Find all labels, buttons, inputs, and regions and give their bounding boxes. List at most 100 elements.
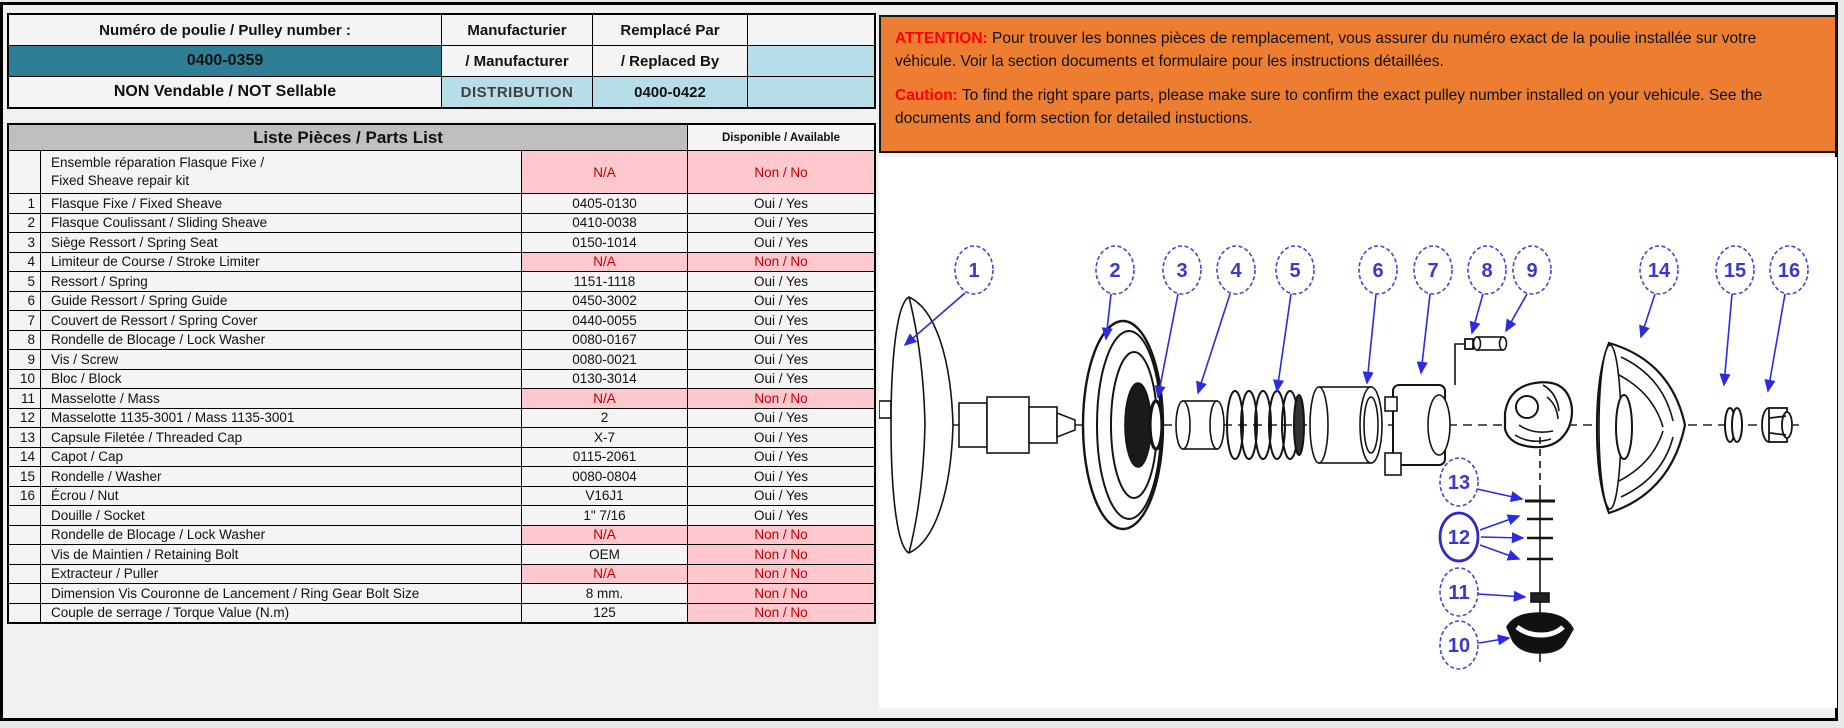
callout-number: 13 — [1448, 472, 1470, 494]
callout-circle — [1358, 245, 1398, 295]
callout-circle — [1439, 567, 1479, 617]
callout-leader-line — [1479, 544, 1521, 561]
table-row: 12 Masselotte 1135-3001 / Mass 1135-3001 2… — [9, 408, 874, 427]
part-number-cell: OEM — [522, 545, 687, 564]
part-number-cell: 0080-0167 — [522, 330, 687, 349]
parts-rows: Ensemble réparation Flasque Fixe / Fixed … — [9, 151, 874, 622]
part-cap — [1595, 341, 1687, 515]
callout-7: 7 — [1413, 245, 1453, 375]
callout-leader-line — [903, 292, 966, 347]
description-cell: Bloc / Block — [41, 369, 521, 388]
callout-leader-line — [1362, 293, 1377, 385]
part-number-cell: 0150-1014 — [522, 233, 687, 252]
callout-leader-line — [1478, 634, 1511, 646]
availability-cell: Oui / Yes — [688, 272, 874, 291]
row-number-cell: 9 — [9, 350, 40, 369]
callout-circle — [1439, 620, 1479, 670]
row-number-cell: 13 — [9, 428, 40, 447]
callout-circle — [1439, 457, 1479, 507]
manufacturer-value: DISTRIBUTION — [442, 77, 592, 107]
callout-15: 15 — [1715, 245, 1755, 387]
callout-circle — [1413, 245, 1453, 295]
part-number-cell: N/A — [522, 151, 687, 193]
caution-label-en: Caution: — [895, 87, 958, 104]
exploded-view-diagram: 1 2 3 4 5 6 7 8 9 14 15 16 13 12 11 10 — [878, 157, 1837, 708]
part-number-cell: N/A — [522, 389, 687, 408]
part-number-cell: 1151-1118 — [522, 272, 687, 291]
manufacturer-label-line1: Manufacturier — [442, 15, 592, 45]
availability-cell: Oui / Yes — [688, 311, 874, 330]
callout-leader-line — [1764, 293, 1786, 393]
availability-cell: Non / No — [688, 252, 874, 271]
row-number-cell: 2 — [9, 213, 40, 232]
availability-cell: Oui / Yes — [688, 506, 874, 525]
part-spring-guide — [1293, 394, 1305, 456]
row-number-cell: 6 — [9, 291, 40, 310]
part-washer — [1724, 407, 1743, 443]
table-row: Rondelle de Blocage / Lock Washer N/A Non … — [9, 525, 874, 544]
callout-leader-line — [1477, 590, 1527, 602]
callout-10: 10 — [1439, 620, 1511, 670]
part-number-cell: 0450-3002 — [522, 291, 687, 310]
table-row: 16 Écrou / Nut V16J1 Oui / Yes — [9, 486, 874, 505]
callout-number: 3 — [1176, 260, 1187, 282]
table-row: 14 Capot / Cap 0115-2061 Oui / Yes — [9, 447, 874, 466]
part-pin-and-screw — [1454, 336, 1508, 385]
table-row: 3 Siège Ressort / Spring Seat 0150-1014 Oui… — [9, 233, 874, 252]
callout-number: 4 — [1230, 260, 1242, 282]
part-number-cell: X-7 — [522, 428, 687, 447]
table-row: 13 Capsule Filetée / Threaded Cap X-7 Oui /… — [9, 428, 874, 447]
part-number-cell: 0115-2061 — [522, 447, 687, 466]
callout-leader-line — [1505, 293, 1528, 333]
description-cell: Masselotte / Mass — [41, 389, 521, 408]
row-number-cell: 10 — [9, 369, 40, 388]
callout-leader-line — [1273, 293, 1292, 393]
part-number-cell: N/A — [522, 525, 687, 544]
part-ring — [1148, 399, 1164, 451]
callout-leader-line — [1154, 293, 1179, 399]
header-spacer-cell-3 — [748, 77, 874, 107]
row-number-cell — [9, 545, 40, 564]
callout-number: 11 — [1448, 582, 1469, 604]
availability-cell: Oui / Yes — [688, 408, 874, 427]
callout-number: 2 — [1109, 260, 1120, 282]
description-cell: Vis de Maintien / Retaining Bolt — [41, 545, 521, 564]
pulley-header-table: Numéro de poulie / Pulley number : Manuf… — [7, 13, 876, 109]
part-fixed-sheave — [878, 296, 954, 554]
callout-circle — [1275, 245, 1315, 295]
part-shaft — [958, 396, 1076, 454]
table-row: 2 Flasque Coulissant / Sliding Sheave 0410… — [9, 213, 874, 232]
availability-cell: Oui / Yes — [688, 330, 874, 349]
availability-cell: Oui / Yes — [688, 291, 874, 310]
description-cell: Vis / Screw — [41, 350, 521, 369]
table-row: 11 Masselotte / Mass N/A Non / No — [9, 389, 874, 408]
callout-leader-line — [1480, 532, 1525, 544]
availability-cell: Oui / Yes — [688, 447, 874, 466]
sellable-status: NON Vendable / NOT Sellable — [9, 77, 441, 107]
manufacturer-label-line2: / Manufacturer — [442, 46, 592, 76]
table-row: Extracteur / Puller N/A Non / No — [9, 564, 874, 583]
part-number-cell: N/A — [522, 252, 687, 271]
row-number-cell: 15 — [9, 467, 40, 486]
availability-cell: Non / No — [688, 389, 874, 408]
attention-label-fr: ATTENTION: — [895, 30, 988, 47]
part-nut — [1761, 407, 1793, 443]
callout-circle — [1216, 245, 1256, 295]
table-row: Douille / Socket 1" 7/16 Oui / Yes — [9, 506, 874, 525]
table-row: 8 Rondelle de Blocage / Lock Washer 0080-0… — [9, 330, 874, 349]
part-number-cell: 0410-0038 — [522, 213, 687, 232]
table-row: 1 Flasque Fixe / Fixed Sheave 0405-0130 Oui… — [9, 194, 874, 213]
callout-number: 8 — [1481, 260, 1492, 282]
description-cell: Guide Ressort / Spring Guide — [41, 291, 521, 310]
table-row: 4 Limiteur de Course / Stroke Limiter N/A N… — [9, 252, 874, 271]
callout-leader-line — [1479, 514, 1521, 531]
part-spring-cover — [1309, 386, 1383, 464]
part-number-cell: 0405-0130 — [522, 194, 687, 213]
part-spring — [1226, 390, 1305, 460]
callout-14: 14 — [1639, 245, 1679, 339]
replaced-by-label-line1: Remplacé Par — [593, 15, 747, 45]
callout-circle — [1467, 245, 1507, 295]
description-cell: Flasque Fixe / Fixed Sheave — [41, 194, 521, 213]
row-number-cell — [9, 603, 40, 622]
